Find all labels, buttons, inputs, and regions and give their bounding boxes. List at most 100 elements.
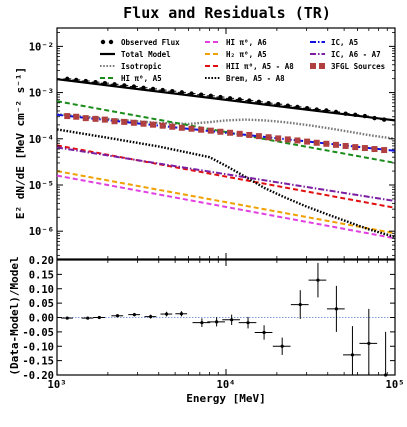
flux-point (160, 87, 165, 93)
residual-y-tick-label: 0.15 (29, 269, 54, 281)
source-marker (381, 147, 388, 154)
source-marker (227, 129, 234, 136)
source-marker (246, 131, 253, 138)
source-marker (130, 119, 137, 126)
flux-point (179, 90, 185, 95)
flux-point (102, 80, 108, 86)
residual-point (97, 315, 101, 320)
flux-point (74, 77, 79, 83)
residual-y-tick-label: 0.20 (29, 255, 54, 267)
flux-point (65, 76, 70, 82)
residual-plot-area (57, 262, 395, 377)
residual-point (384, 373, 388, 377)
source-marker (198, 126, 205, 133)
series-line-hi-a6 (56, 174, 396, 240)
legend-entry-brem-a5-a8: Brem, A5 - A8 (226, 74, 285, 83)
series-line-ic-a6-a7 (56, 146, 396, 202)
source-marker (332, 141, 339, 148)
series-line-brem-a5-a8 (56, 128, 396, 239)
residual-point (149, 315, 153, 319)
residual-y-tick-label: 0.10 (29, 284, 54, 296)
axis-ticks: 10⁻⁶ 10⁻⁵ 10⁻⁴ 10⁻³ 10⁻² 10³ 10⁴ 10⁵ -0.20 -0.15 -… (22, 28, 404, 391)
residual-y-tick-label: -0.05 (22, 327, 54, 339)
source-marker (236, 130, 243, 137)
flux-point (170, 89, 175, 94)
flux-plot-area (56, 76, 396, 240)
flux-point (150, 86, 156, 92)
y-tick-label: 10⁻⁶ (29, 226, 54, 238)
source-marker (188, 125, 195, 132)
y-tick-label: 10⁻⁵ (29, 180, 54, 192)
x-tick-label: 10³ (48, 379, 67, 391)
flux-point (353, 112, 358, 118)
flux-point (362, 113, 368, 119)
residual-point (179, 312, 184, 316)
x-axis-label: Energy [MeV] (186, 392, 265, 405)
source-marker (73, 113, 80, 120)
flux-point (314, 107, 319, 112)
flux-point (304, 105, 310, 111)
legend-entry-isotropic: Isotropic (121, 62, 162, 71)
source-marker (169, 123, 176, 130)
flux-point (227, 96, 233, 101)
residual-point (230, 318, 234, 322)
source-marker (178, 124, 185, 131)
residual-point (280, 344, 284, 348)
flux-point (333, 109, 339, 115)
flux-point (237, 97, 242, 102)
residual-point (262, 330, 266, 335)
source-marker (150, 121, 157, 128)
residual-point (215, 320, 219, 324)
flux-point (256, 99, 262, 105)
flux-point (122, 83, 127, 88)
residual-point (298, 302, 302, 307)
source-marker (111, 118, 118, 125)
residual-point (164, 312, 169, 316)
y-axis-label-flux: E² dN/dE [MeV cm⁻² s⁻¹] (14, 67, 27, 219)
legend-entry-hi-a5: HI π⁰, A5 (121, 74, 162, 83)
residual-y-tick-label: -0.15 (22, 356, 54, 368)
series-line-hii-a5-a8 (56, 144, 396, 209)
source-marker (352, 144, 359, 151)
residual-point (115, 314, 120, 318)
flux-point (247, 98, 252, 103)
residual-y-tick-label: 0.00 (29, 313, 54, 325)
flux-point (275, 102, 281, 107)
residual-point (350, 353, 355, 357)
flux-point (131, 84, 137, 89)
legend-entry-ic-a6-a7: IC, A6 - A7 (331, 50, 381, 59)
x-tick-label: 10⁴ (217, 379, 236, 391)
flux-point (285, 103, 291, 108)
legend-entry-ic-a5: IC, A5 (331, 38, 358, 47)
flux-point (198, 92, 204, 97)
x-tick-label: 10⁵ (386, 379, 405, 391)
y-tick-label: 10⁻² (29, 41, 54, 53)
flux-point (208, 93, 214, 99)
flux-point (93, 79, 98, 85)
residual-y-tick-label: 0.05 (29, 298, 54, 310)
series-line-ic-a5 (56, 113, 396, 152)
legend-entry-hi-a6: HI π⁰, A6 (226, 38, 267, 47)
source-marker (82, 115, 89, 122)
residual-y-tick-label: -0.20 (22, 370, 54, 382)
legend: Observed Flux Total Model Isotropic HI π⁰, … (100, 38, 385, 83)
source-marker (313, 139, 320, 146)
legend-entry-observed-flux: Observed Flux (121, 38, 180, 47)
y-axis-label-residual: (Data-Model)/Model (8, 256, 21, 375)
chart-title: Flux and Residuals (TR) (123, 4, 331, 22)
residual-point (86, 316, 90, 320)
source-marker (265, 134, 272, 141)
flux-point (324, 108, 329, 113)
flux-point (218, 94, 223, 100)
source-marker (342, 142, 349, 149)
y-tick-label: 10⁻³ (29, 88, 54, 100)
residual-point (367, 341, 371, 345)
source-marker (207, 127, 214, 134)
flux-point (343, 111, 348, 116)
source-marker (140, 120, 147, 127)
flux-point (372, 115, 377, 121)
residual-point (334, 307, 338, 311)
source-marker (275, 135, 282, 142)
source-marker (217, 128, 224, 135)
